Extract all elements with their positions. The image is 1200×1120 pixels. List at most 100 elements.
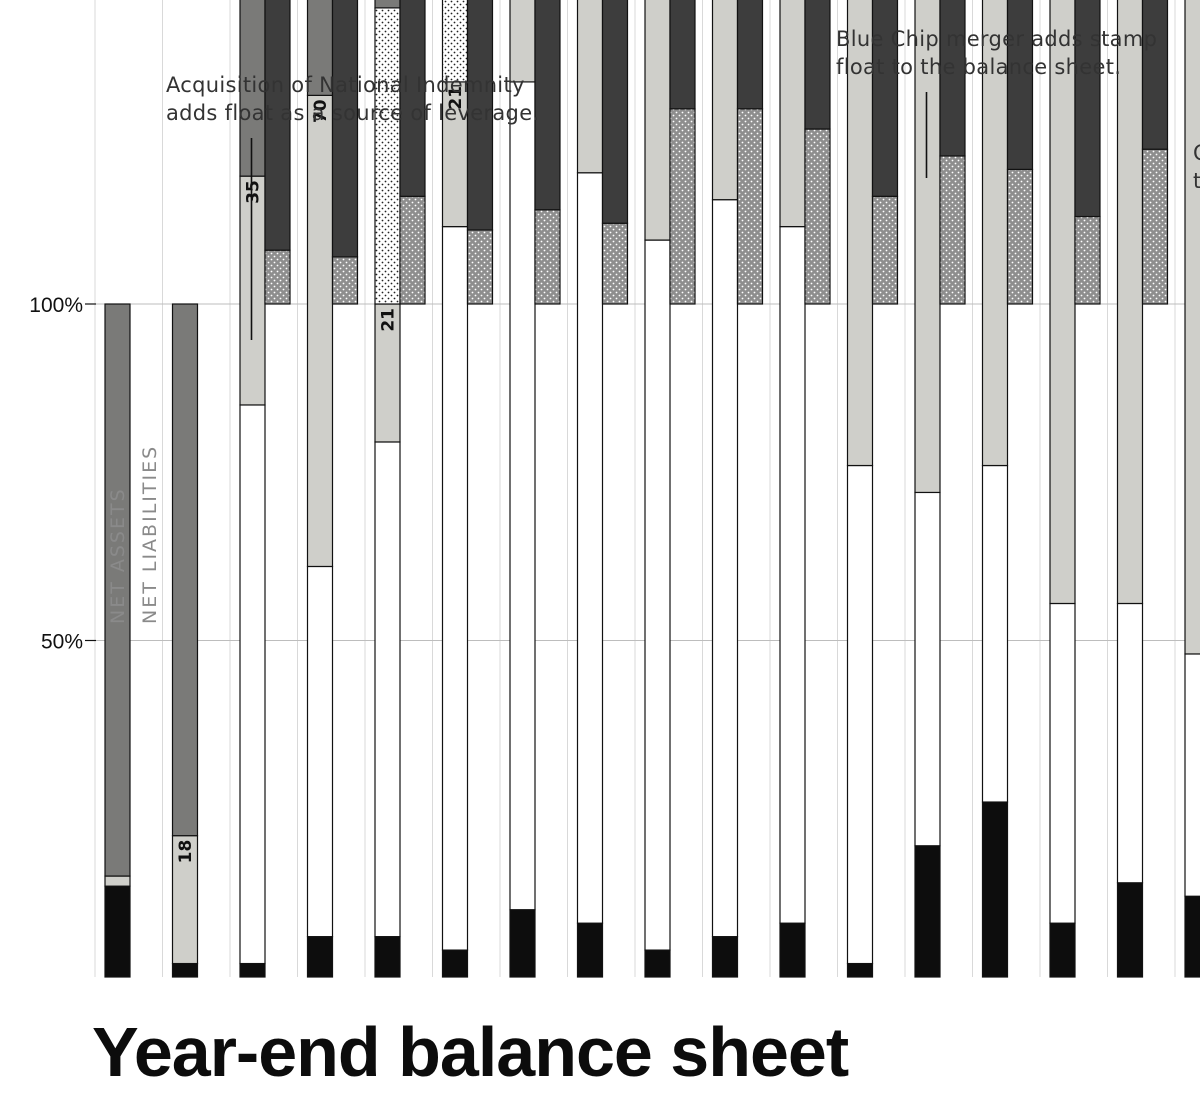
asset-segment: [981, 0, 1009, 467]
liability-segment: [1006, 0, 1034, 170]
annotation-text: adds float as a source of leverage.: [166, 101, 539, 125]
asset-segment: [171, 303, 199, 837]
asset-segment: [914, 845, 941, 978]
year-column: 6397: [779, 0, 831, 978]
asset-segment: [779, 922, 806, 978]
asset-segment: [576, 922, 604, 978]
asset-segment: [374, 303, 401, 443]
year-column: 9467: [914, 0, 966, 978]
liability-segment: [669, 108, 696, 305]
annotation-text: Blue Chip merger adds stamp: [836, 27, 1157, 51]
asset-segment: [374, 936, 401, 978]
asset-segment: [509, 81, 536, 911]
asset-segment: [509, 909, 536, 978]
liability-segment: [1074, 215, 1101, 305]
asset-segment: [1184, 0, 1200, 655]
asset-segment: [239, 0, 266, 177]
liability-segment: [939, 155, 966, 305]
asset-segment: [779, 0, 806, 228]
liability-segment: [534, 0, 561, 211]
liability-segment: [1074, 0, 1101, 218]
asset-segment: [1049, 0, 1076, 605]
liability-segment: [466, 229, 494, 305]
liability-segment: [939, 0, 966, 157]
bars-layer: 18 3563 7058 2166 2182 35103 5096 58101 52111 639…: [104, 0, 1200, 978]
year-column: 18: [171, 303, 199, 978]
legend-net-assets: NET ASSETS: [107, 487, 129, 624]
liability-segment: [264, 0, 291, 251]
annotation: Ct: [1193, 141, 1200, 193]
asset-segment: [1049, 602, 1076, 924]
year-column: 52111: [711, 0, 764, 978]
asset-segment: [711, 199, 739, 938]
y-tick-label: 50%: [41, 631, 83, 654]
year-column: 10473: [846, 0, 899, 978]
asset-segment: [1116, 602, 1144, 884]
liability-segment: [399, 195, 426, 305]
year-column: 3563: [239, 0, 291, 978]
segment-value-label: 35: [244, 180, 264, 204]
year-column: 2166: [374, 0, 426, 978]
liability-segment: [804, 0, 831, 130]
asset-segment: [441, 0, 469, 83]
legend: NET ASSETS NET LIABILITIES: [107, 445, 161, 624]
liability-segment: [466, 0, 494, 231]
asset-segment: [441, 949, 469, 978]
asset-segment: [1116, 0, 1144, 605]
liability-segment: [736, 108, 764, 305]
asset-segment: [374, 441, 401, 938]
asset-segment: [306, 0, 334, 96]
asset-segment: [846, 464, 874, 965]
asset-segment: [1116, 882, 1144, 978]
annotations: Acquisition of National Indemnity adds fl…: [166, 27, 1200, 340]
annotation-text: float to the balance sheet.: [836, 55, 1121, 79]
year-column: 5096: [576, 0, 629, 978]
year-column: 10460: [1049, 0, 1101, 978]
liability-segment: [871, 0, 899, 197]
annotation-text: t: [1193, 169, 1200, 193]
asset-segment: [644, 239, 671, 951]
liability-segment: [331, 0, 359, 258]
asset-segment: [441, 226, 469, 951]
asset-segment: [644, 949, 671, 978]
liability-segment: [601, 0, 629, 224]
annotation-text: C: [1193, 141, 1200, 165]
asset-segment: [104, 303, 131, 877]
liability-segment: [1141, 148, 1169, 305]
asset-segment: [1049, 922, 1076, 978]
liability-segment: [601, 222, 629, 305]
annotation: Acquisition of National Indemnity adds fl…: [166, 73, 539, 340]
chart-title: Year-end balance sheet: [92, 1013, 849, 1091]
asset-segment: [846, 962, 874, 978]
asset-segment: [1184, 653, 1200, 897]
liability-segment: [804, 128, 831, 305]
asset-segment: [306, 94, 334, 568]
asset-segment: [104, 885, 131, 978]
asset-segment: [374, 7, 401, 305]
liability-segment: [871, 195, 899, 305]
segment-value-label: 18: [176, 840, 196, 864]
asset-segment: [981, 801, 1009, 978]
asset-segment: [374, 0, 401, 9]
asset-segment: [914, 0, 941, 494]
asset-segment: [711, 936, 739, 978]
liability-segment: [331, 256, 359, 305]
asset-segment: [914, 491, 941, 847]
annotation: Blue Chip merger adds stamp float to the …: [836, 27, 1157, 178]
legend-net-liabilities: NET LIABILITIES: [139, 445, 161, 624]
asset-segment: [981, 464, 1009, 803]
liability-segment: [399, 0, 426, 197]
asset-segment: [239, 404, 266, 965]
segment-value-label: 21: [379, 308, 399, 332]
liability-segment: [1006, 168, 1034, 305]
asset-segment: [306, 565, 334, 938]
asset-segment: [509, 0, 536, 83]
asset-segment: [779, 226, 806, 924]
year-column: 58101: [644, 0, 696, 978]
year-column: 7058: [306, 0, 359, 978]
asset-segment: [104, 875, 131, 887]
year-column: 9469: [981, 0, 1034, 978]
y-axis: 50%100%150%200%: [29, 294, 96, 654]
liability-segment: [736, 0, 764, 110]
